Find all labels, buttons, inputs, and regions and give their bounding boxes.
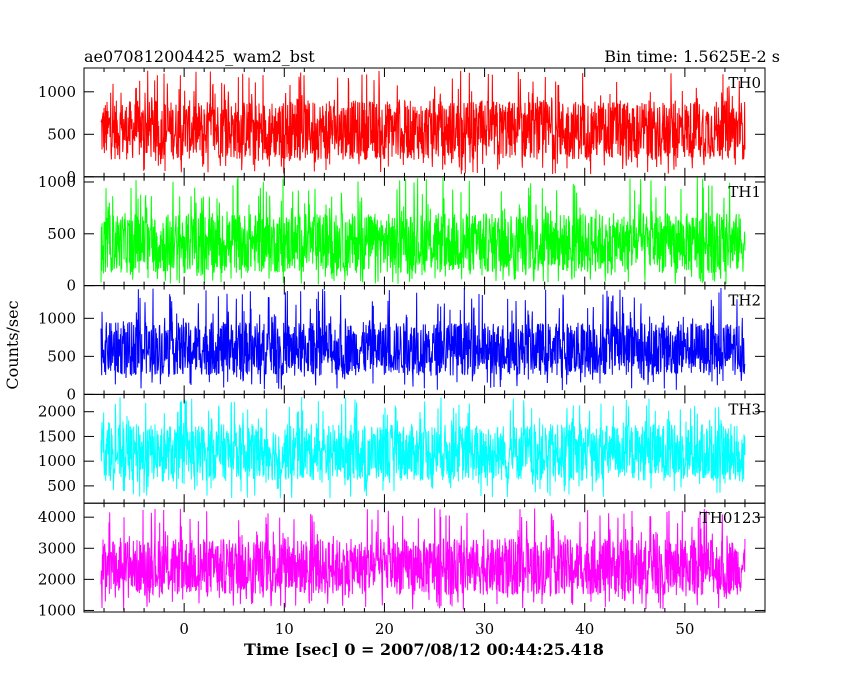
series-th0123	[100, 507, 746, 611]
y-tick-label: 2000	[38, 570, 76, 588]
y-tick-label: 0	[66, 385, 76, 403]
panel-th2: 0 500 1000 TH2	[38, 285, 766, 403]
panel-label-th3: TH3	[728, 400, 761, 418]
panel-label-th0123: TH0123	[700, 509, 761, 527]
y-tick-label: 1000	[38, 173, 76, 191]
y-tick-label: 1000	[38, 452, 76, 470]
panel-th0123: 1000 2000 3000 4000 TH0123	[38, 502, 766, 619]
panel-label-th1: TH1	[728, 183, 761, 201]
y-tick-label: 0	[66, 277, 76, 295]
series-th0	[100, 70, 746, 175]
y-tick-label: 0	[66, 168, 76, 186]
y-tick-label: 1500	[38, 427, 76, 445]
x-tick-label: 30	[475, 620, 494, 638]
x-tick-label: 0	[179, 620, 189, 638]
y-tick-label: 500	[47, 125, 76, 143]
x-tick-label: 20	[375, 620, 394, 638]
y-tick-label: 1000	[38, 83, 76, 101]
y-tick-label: 1000	[38, 309, 76, 327]
x-tick-label: 10	[275, 620, 294, 638]
panel-label-th2: TH2	[728, 292, 761, 310]
y-tick-label: 4000	[38, 508, 76, 526]
y-tick-label: 1000	[38, 601, 76, 619]
chart-title: ae070812004425_wam2_bst	[84, 47, 315, 66]
panel-th3: 500 1000 1500 2000 TH3	[38, 393, 766, 504]
panel-label-th0: TH0	[728, 74, 761, 92]
panel-th1: 0 500 1000 TH1	[38, 173, 766, 295]
y-tick-label: 500	[47, 477, 76, 495]
series-th2	[100, 287, 746, 391]
x-tick-label: 50	[675, 620, 694, 638]
bin-time-label: Bin time: 1.5625E-2 s	[604, 47, 780, 66]
y-tick-label: 3000	[38, 539, 76, 557]
y-tick-label: 2000	[38, 403, 76, 421]
y-axis-label: Counts/sec	[3, 300, 22, 389]
y-tick-label: 500	[47, 347, 76, 365]
series-th1	[100, 176, 746, 285]
x-axis-label: Time [sec] 0 = 2007/08/12 00:44:25.418	[244, 640, 604, 659]
y-tick-label: 500	[47, 225, 76, 243]
series-th3	[100, 396, 746, 499]
panel-th0: 0 500 1000 TH0	[38, 67, 766, 186]
x-tick-label: 40	[575, 620, 594, 638]
